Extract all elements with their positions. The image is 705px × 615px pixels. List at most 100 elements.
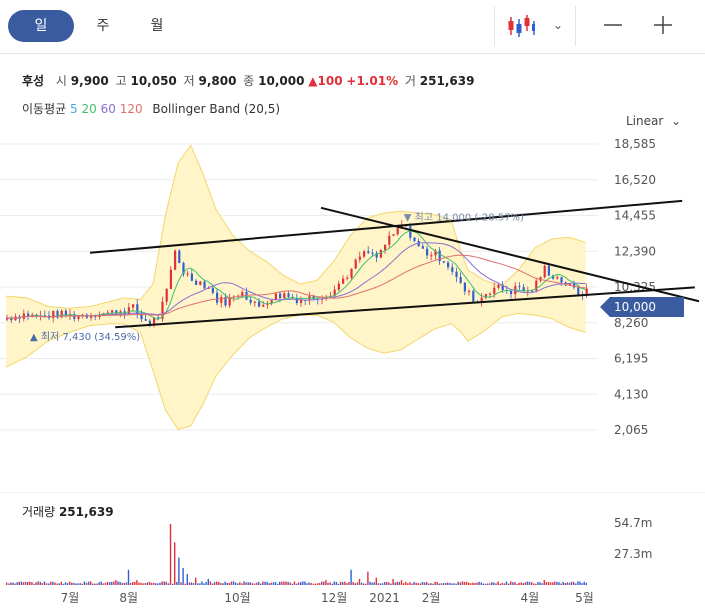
volume-bar (281, 581, 283, 585)
candle (262, 304, 265, 307)
candle (207, 287, 210, 289)
volume-bar (35, 582, 37, 585)
x-tick-label: 2021 (369, 591, 400, 605)
scale-label: Linear (626, 114, 664, 128)
candle (77, 316, 80, 319)
volume-bar (379, 583, 382, 585)
volume-bar (461, 581, 464, 585)
volume-bar (190, 582, 193, 585)
chart-type-dropdown[interactable]: ⌄ (494, 6, 576, 46)
volume-bar (197, 583, 199, 585)
candle (522, 287, 525, 292)
volume-bar (394, 582, 396, 585)
trendline (115, 286, 695, 329)
volume-bar (474, 582, 476, 585)
tab-monthly[interactable]: 월 (150, 18, 164, 34)
candle (363, 251, 366, 257)
volume-bar (203, 583, 205, 585)
volume-bar (127, 569, 130, 585)
volume-bar (451, 583, 453, 585)
volume-bar (411, 583, 413, 585)
candle (489, 293, 492, 295)
candle (438, 250, 441, 262)
volume-bar (174, 542, 176, 585)
volume-bar (24, 581, 27, 585)
volume-bar (216, 581, 218, 585)
candle (358, 256, 361, 260)
tab-daily[interactable]: 일 (8, 10, 74, 42)
volume-bar (495, 583, 497, 585)
volume-bar (138, 582, 140, 585)
chevron-down-icon: ⌄ (553, 18, 564, 32)
volume-bar (45, 583, 48, 585)
volume-bar (201, 581, 203, 585)
volume-bar (287, 581, 289, 585)
volume-bar (501, 582, 503, 585)
volume-bar (554, 581, 556, 585)
volume-bar (371, 582, 373, 585)
candle (27, 313, 30, 317)
volume-bar (333, 581, 335, 585)
candle (190, 273, 193, 281)
volume-bar (470, 583, 472, 585)
volume-bar (304, 581, 306, 585)
volume-bar (295, 583, 298, 585)
volume-bar (428, 583, 430, 585)
volume-bar (392, 578, 394, 585)
volume-bar (316, 583, 319, 585)
volume-bar (121, 582, 123, 585)
volume-bar (71, 582, 73, 585)
volume-bar (41, 583, 44, 585)
candle (480, 297, 483, 302)
volume-bar (226, 582, 228, 585)
ma60-line (5, 242, 586, 319)
high-annotation: ▼ 최고 14,000 (-28.57%) (404, 211, 524, 223)
x-tick-label: 2월 (422, 591, 441, 605)
volume-bar (323, 581, 325, 585)
volume-bar (306, 583, 308, 585)
volume-bar (8, 583, 10, 585)
volume-bar (163, 581, 165, 585)
volume-bar (232, 581, 235, 585)
candle (535, 280, 538, 291)
zoom-out-button[interactable] (598, 10, 628, 40)
bollinger-lower (5, 312, 586, 430)
bollinger-label: Bollinger Band (20,5) (152, 102, 281, 116)
close-value: 10,000 (258, 74, 305, 88)
volume-bar (560, 583, 562, 585)
candle (199, 281, 202, 285)
volume-bar (337, 583, 340, 585)
volume-bar (180, 582, 182, 585)
volume-chart[interactable]: 7월 8월 10월 12월 2021 2월 4월 5월 54.7m 27.3m (0, 492, 705, 615)
volume-bar (318, 582, 321, 585)
volume-bar (426, 581, 428, 585)
candle (279, 293, 282, 299)
volume-bar (377, 583, 380, 585)
volume-bar (285, 581, 287, 585)
tab-weekly[interactable]: 주 (96, 18, 110, 34)
candle (195, 280, 198, 285)
candle (585, 288, 588, 296)
candle (224, 296, 227, 306)
volume-bar (302, 581, 304, 585)
price-chart[interactable]: 18,58516,52014,45512,39010,3258,2606,195… (0, 130, 705, 485)
volume-bar (545, 582, 548, 585)
indicator-legend: 이동평균 5 20 60 120 Bollinger Band (20,5) (22, 100, 280, 117)
volume-bar (96, 583, 98, 585)
zoom-in-button[interactable] (648, 10, 678, 40)
volume-bar (134, 581, 136, 585)
candle (132, 304, 135, 308)
volume-bar (497, 581, 499, 585)
volume-bar (279, 581, 281, 585)
volume-bar (308, 582, 310, 585)
candle (539, 277, 542, 281)
volume-bar (507, 583, 510, 585)
ma-20: 20 (81, 102, 97, 116)
volume-bar (43, 581, 46, 585)
volume-bar (230, 581, 233, 585)
volume-tick-label: 54.7m (614, 516, 652, 530)
volume-bar (140, 582, 142, 585)
x-tick-label: 7월 (61, 591, 80, 605)
scale-dropdown[interactable]: Linear ⌄ (626, 114, 681, 128)
open-value: 9,900 (70, 74, 109, 88)
